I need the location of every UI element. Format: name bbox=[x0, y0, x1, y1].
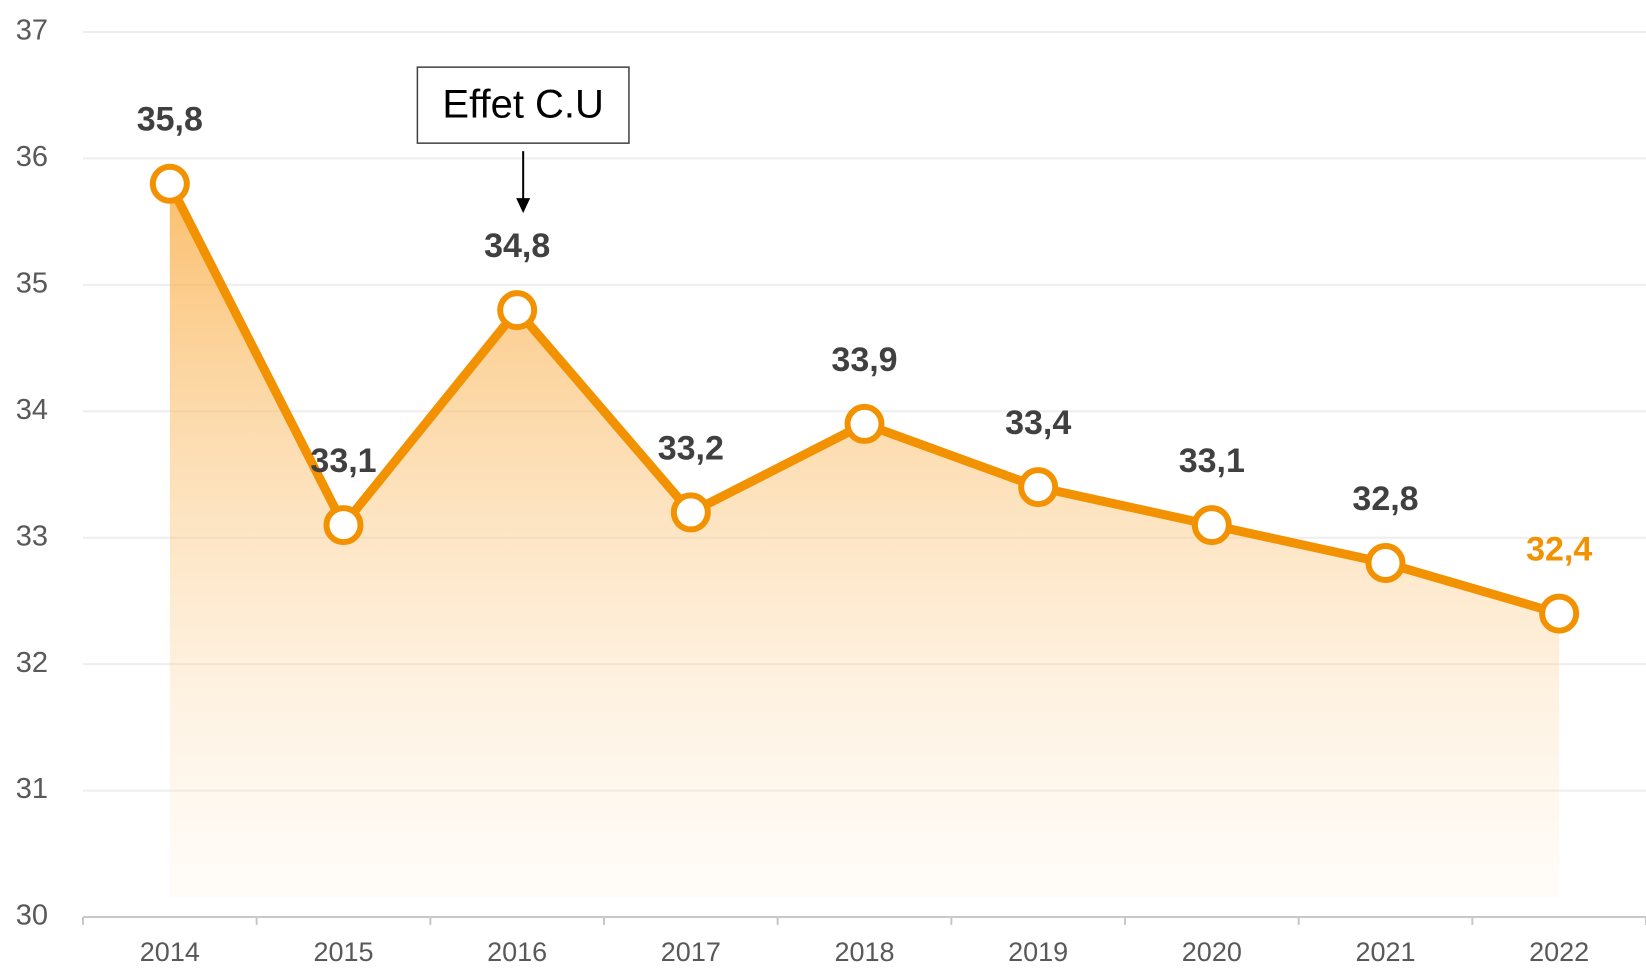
data-label: 32,4 bbox=[1526, 531, 1592, 569]
data-label: 32,8 bbox=[1352, 480, 1418, 518]
x-tick-label: 2014 bbox=[140, 937, 200, 967]
point bbox=[323, 505, 364, 546]
y-tick-label: 35 bbox=[16, 268, 48, 300]
y-tick-label: 33 bbox=[16, 520, 48, 552]
area bbox=[169, 183, 1560, 897]
y-tick-label: 37 bbox=[16, 15, 48, 47]
x-tick-label: 2021 bbox=[1355, 937, 1415, 967]
point bbox=[844, 403, 885, 444]
data-label: 34,8 bbox=[484, 227, 550, 265]
point bbox=[1539, 593, 1580, 634]
point bbox=[1191, 505, 1232, 546]
point bbox=[670, 492, 711, 533]
y-tick-label: 34 bbox=[16, 394, 48, 426]
data-label: 33,1 bbox=[1179, 442, 1245, 480]
point bbox=[1018, 467, 1059, 508]
data-label: 35,8 bbox=[137, 101, 203, 139]
data-label: 33,4 bbox=[1005, 404, 1071, 442]
data-label: 33,2 bbox=[658, 429, 724, 467]
y-tick-label: 32 bbox=[16, 647, 48, 679]
x-tick-label: 2020 bbox=[1182, 937, 1242, 967]
annotation-text: Effet C.U bbox=[442, 83, 604, 127]
x-tick-label: 2018 bbox=[834, 937, 894, 967]
annotation-arrowhead bbox=[516, 198, 531, 214]
x-tick-label: 2019 bbox=[1008, 937, 1068, 967]
x-tick-label: 2017 bbox=[661, 937, 721, 967]
x-tick-label: 2016 bbox=[487, 937, 547, 967]
point bbox=[149, 163, 190, 204]
x-tick-label: 2015 bbox=[313, 937, 373, 967]
y-tick-label: 36 bbox=[16, 141, 48, 173]
point bbox=[497, 290, 538, 331]
data-label: 33,1 bbox=[310, 442, 376, 480]
x-tick-label: 2022 bbox=[1529, 937, 1589, 967]
marks bbox=[149, 163, 1580, 897]
data-label: 33,9 bbox=[831, 341, 897, 379]
y-tick-label: 30 bbox=[16, 900, 48, 932]
annotation-box bbox=[416, 66, 630, 144]
point bbox=[1365, 543, 1406, 583]
y-tick-label: 31 bbox=[16, 773, 48, 805]
